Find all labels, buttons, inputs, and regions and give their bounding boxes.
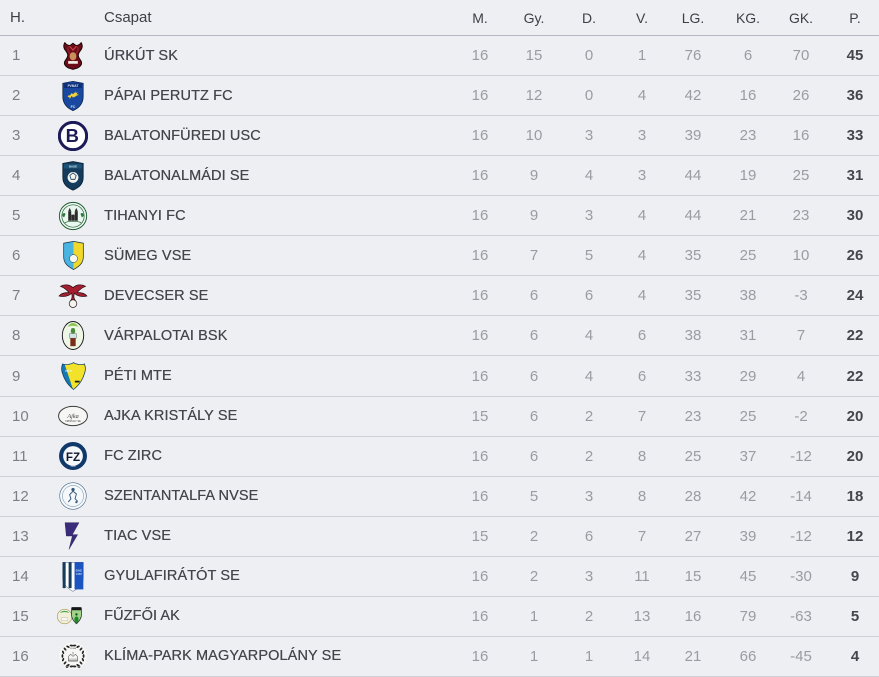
svg-text:BASE: BASE [69,165,77,169]
svg-text:Ajka: Ajka [66,413,78,420]
svg-text:B: B [66,125,79,146]
svg-text:PÉTI: PÉTI [65,368,72,373]
svg-text:KRISTALY SE: KRISTALY SE [65,420,81,423]
svg-text:1968: 1968 [70,466,76,468]
svg-text:1958: 1958 [76,572,82,576]
svg-text:FZ: FZ [66,452,80,464]
svg-text:PVMAT: PVMAT [68,84,79,88]
svg-text:GAC: GAC [76,568,82,572]
svg-text:KLIMA: KLIMA [70,647,76,650]
svg-text:FC: FC [71,105,76,109]
